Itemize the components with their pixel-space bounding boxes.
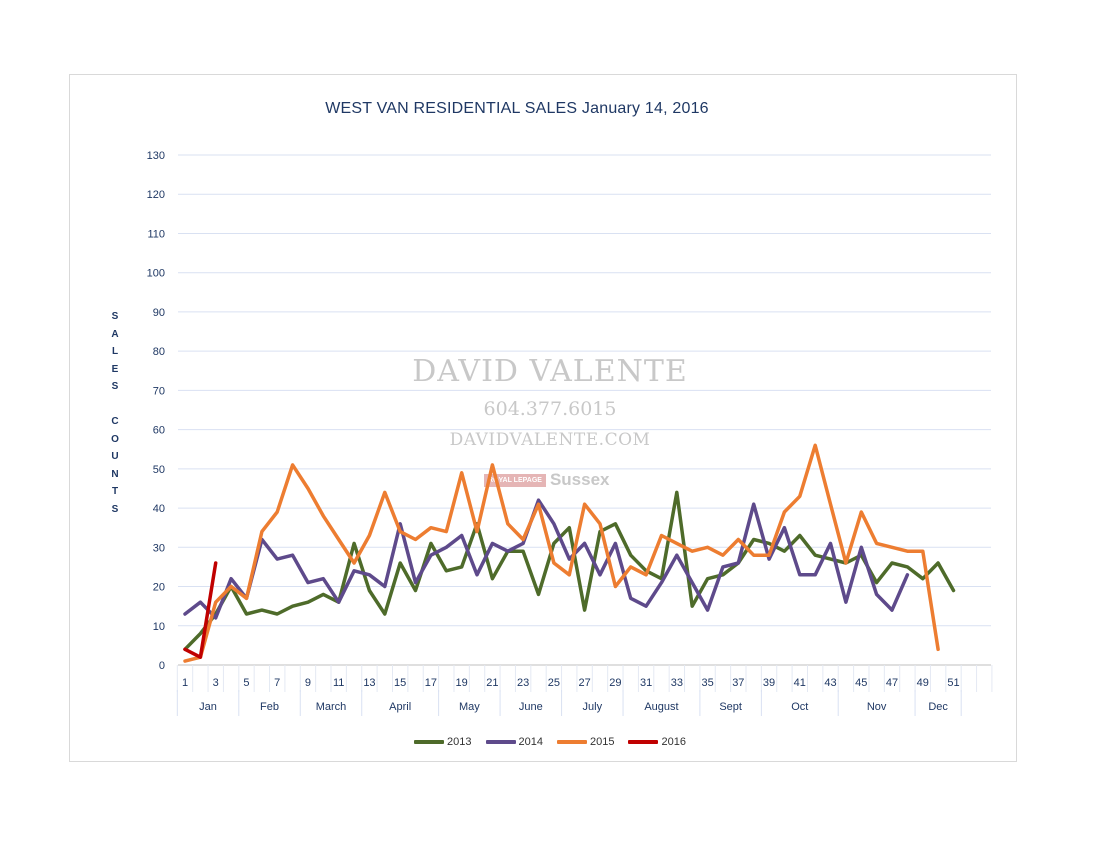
legend-label: 2013: [447, 736, 472, 748]
y-axis-label-letter: C: [111, 416, 119, 427]
y-tick-label: 100: [147, 268, 165, 280]
x-tick-label: 7: [274, 677, 280, 689]
y-tick-label: 50: [153, 464, 165, 476]
legend-swatch: [557, 740, 587, 744]
month-label: Feb: [260, 701, 279, 713]
x-tick-label: 17: [425, 677, 437, 689]
y-axis-label-letter: N: [111, 468, 119, 480]
x-tick-label: 25: [548, 677, 560, 689]
watermark-site: DAVIDVALENTE.COM: [449, 430, 651, 450]
watermark-brand: ROYAL LEPAGE Sussex: [484, 470, 610, 490]
x-tick-label: 1: [182, 677, 188, 689]
month-label: July: [583, 701, 603, 713]
y-tick-label: 60: [153, 425, 165, 437]
y-tick-label: 130: [147, 150, 165, 162]
legend-label: 2016: [661, 736, 686, 748]
legend-item-2015: 2015: [557, 736, 614, 748]
y-tick-label: 70: [153, 385, 165, 397]
month-label: Nov: [867, 701, 887, 713]
month-label: August: [644, 701, 678, 713]
month-label: Sept: [719, 701, 742, 713]
series-line-2015: [183, 443, 940, 663]
month-label: Oct: [791, 701, 808, 713]
legend-label: 2015: [590, 736, 615, 748]
month-label: April: [389, 701, 411, 713]
series-line-2016: [183, 561, 218, 659]
legend-label: 2014: [518, 736, 543, 748]
legend-item-2014: 2014: [485, 736, 543, 748]
x-tick-label: 47: [886, 677, 898, 689]
x-tick-label: 21: [486, 677, 498, 689]
x-tick-label: 35: [701, 677, 713, 689]
x-tick-label: 3: [213, 677, 219, 689]
watermark-sussex: Sussex: [549, 470, 610, 489]
x-tick-label: 37: [732, 677, 744, 689]
y-axis-label-letter: S: [111, 381, 119, 392]
y-axis-label-letter: O: [111, 433, 119, 445]
legend-swatch: [628, 740, 659, 744]
x-tick-label: 45: [855, 677, 867, 689]
y-axis-label-letter: E: [111, 363, 119, 375]
x-tick-label: 19: [456, 677, 468, 689]
x-tick-label: 9: [305, 677, 311, 689]
x-tick-label: 39: [763, 677, 775, 689]
x-tick-label: 33: [671, 677, 683, 689]
legend-swatch: [485, 740, 516, 744]
y-tick-label: 0: [159, 660, 165, 672]
y-tick-label: 90: [153, 307, 165, 319]
x-tick-label: 5: [243, 677, 249, 689]
watermark-name: DAVID VALENTE: [412, 354, 688, 389]
y-tick-label: 40: [153, 503, 165, 515]
series-line-2014: [183, 498, 910, 620]
x-tick-label: 27: [578, 677, 590, 689]
x-tick-label: 11: [333, 677, 344, 689]
y-axis-label-letter: U: [111, 451, 119, 462]
y-axis-label-letter: T: [111, 486, 119, 497]
y-axis-label-letter: S: [111, 503, 119, 515]
y-axis-label-letter: A: [111, 328, 119, 340]
y-tick-label: 80: [153, 346, 165, 358]
x-tick-label: 13: [363, 677, 375, 689]
x-tick-label: 31: [640, 677, 652, 689]
y-tick-label: 10: [153, 621, 165, 633]
x-tick-label: 51: [947, 677, 959, 689]
legend-item-2013: 2013: [414, 736, 472, 748]
legend-item-2016: 2016: [628, 736, 686, 748]
chart-title: WEST VAN RESIDENTIAL SALES January 14, 2…: [325, 100, 709, 117]
y-axis-label-letter: S: [111, 311, 119, 322]
watermark-phone: 604.377.6015: [483, 398, 617, 420]
x-tick-label: 29: [609, 677, 621, 689]
y-tick-label: 20: [153, 582, 165, 594]
royal-lepage-logo: ROYAL LEPAGE: [484, 473, 546, 487]
month-label: May: [459, 701, 480, 713]
y-axis-label-letter: L: [111, 346, 119, 357]
x-tick-label: 23: [517, 677, 529, 689]
month-label: June: [519, 701, 543, 713]
month-label: March: [316, 701, 347, 713]
y-tick-label: 30: [153, 542, 165, 554]
y-tick-label: 110: [147, 228, 165, 240]
chart-frame: [69, 74, 1017, 762]
x-tick-label: 15: [394, 677, 406, 689]
chart-legend: 2013 2014 2015 2016: [0, 736, 1100, 748]
y-tick-label: 120: [147, 189, 165, 201]
x-tick-label: 49: [917, 677, 929, 689]
x-tick-label: 41: [794, 677, 806, 689]
month-label: Dec: [928, 701, 948, 713]
x-tick-label: 43: [824, 677, 836, 689]
legend-swatch: [414, 740, 445, 744]
month-label: Jan: [199, 701, 217, 713]
